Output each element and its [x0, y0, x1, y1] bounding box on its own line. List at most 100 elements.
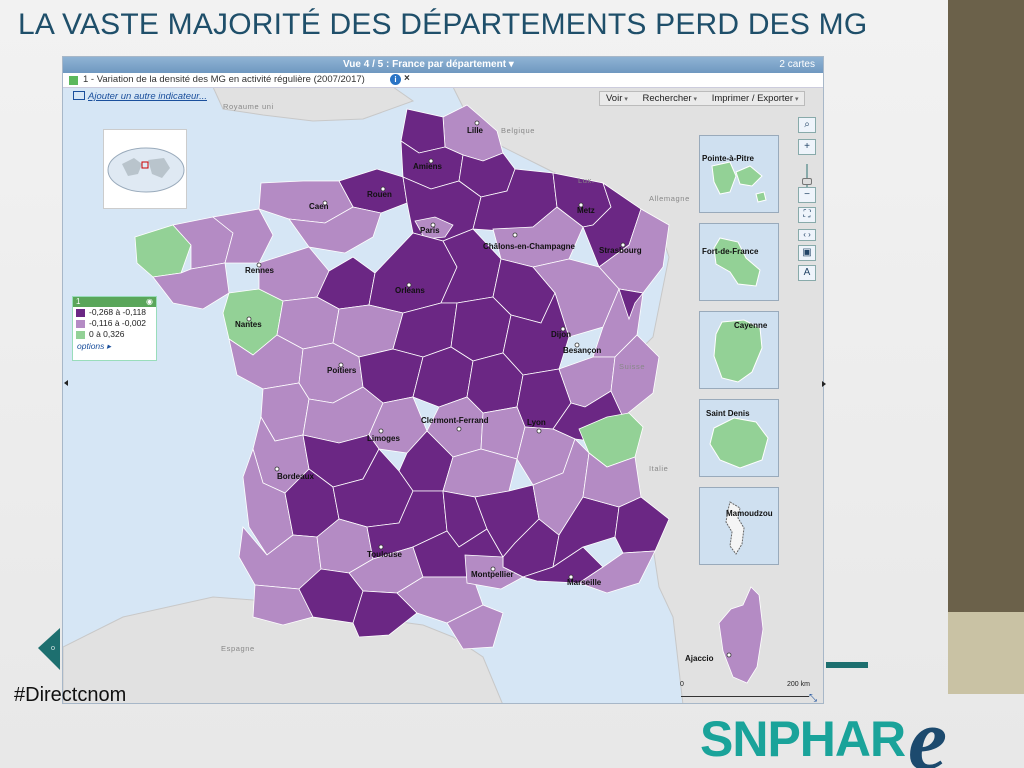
country-label: Italie	[649, 464, 668, 473]
inset-label: Mamoudzou	[726, 509, 773, 518]
view-menu-button[interactable]: Voir	[600, 92, 634, 104]
slide-title: LA VASTE MAJORITÉ DES DÉPARTEMENTS PERD …	[18, 8, 868, 41]
country-label: Suisse	[619, 362, 645, 371]
country-label: Royaume uni	[223, 102, 274, 111]
inset-label: Saint Denis	[706, 409, 750, 418]
zoom-slider-handle[interactable]	[802, 178, 812, 185]
maps-count[interactable]: 2 cartes	[779, 59, 815, 70]
pan-left-arrow-icon[interactable]	[64, 380, 68, 386]
scale-label-min: 0	[680, 681, 684, 688]
legend-swatch	[76, 331, 85, 339]
department	[446, 604, 504, 650]
city-label: Amiens	[413, 162, 442, 171]
zoom-out-button[interactable]: −	[798, 187, 816, 203]
legend-header: 1 ◉	[73, 297, 156, 307]
city-label: Lille	[467, 126, 484, 135]
inset-mayotte[interactable]: Mamoudzou	[699, 487, 779, 565]
legend-item: -0,268 à -0,118	[73, 307, 156, 318]
city-label: Toulouse	[367, 550, 403, 559]
france-map[interactable]: Royaume uni Belgique Lux. Allemagne Suis…	[63, 57, 824, 704]
city-label: Nantes	[235, 320, 262, 329]
department	[288, 206, 382, 254]
city-label: Orléans	[395, 286, 425, 295]
indicator-color-swatch	[69, 76, 78, 85]
select-tool-button[interactable]: ⌕	[798, 117, 816, 133]
info-icon[interactable]: i	[390, 74, 401, 85]
inset-reunion[interactable]: Saint Denis	[699, 399, 779, 477]
city-label: Paris	[420, 226, 440, 235]
pan-right-arrow-icon[interactable]	[822, 381, 826, 387]
camera-icon[interactable]: ▣	[798, 245, 816, 261]
view-selector[interactable]: Vue 4 / 5 : France par département ▾	[343, 59, 514, 70]
legend-item: 0 à 0,326	[73, 329, 156, 340]
indicator-label: 1 - Variation de la densité des MG en ac…	[83, 74, 365, 85]
city-labels: Lille Amiens Rouen Caen Paris Metz Châlo…	[235, 126, 714, 663]
legend-options-link[interactable]: options ▸	[77, 341, 112, 351]
legend-swatch	[76, 309, 85, 317]
city-label: Marseille	[567, 578, 602, 587]
country-label: Belgique	[501, 126, 535, 135]
inset-label: Fort-de-France	[702, 247, 759, 256]
department	[152, 262, 230, 310]
legend-label: -0,116 à -0,002	[89, 318, 147, 328]
add-indicator-icon	[73, 91, 85, 100]
tool-buttons: Voir Rechercher Imprimer / Exporter	[599, 91, 806, 106]
legend-label: -0,268 à -0,118	[89, 307, 147, 317]
department	[618, 288, 644, 321]
city-label: Rennes	[245, 266, 274, 275]
uk-landmass	[212, 86, 415, 122]
legend-item: -0,116 à -0,002	[73, 318, 156, 329]
department	[252, 584, 314, 626]
inset-guyane[interactable]: Cayenne	[699, 311, 779, 389]
city-label: Châlons-en-Champagne	[483, 242, 576, 251]
country-label: Allemagne	[649, 194, 690, 203]
inset-guadeloupe[interactable]: Pointe-à-Pitre	[699, 135, 779, 213]
corsica	[718, 586, 764, 684]
department-group	[134, 104, 670, 650]
world-overview-icon	[107, 147, 185, 193]
department	[464, 554, 524, 590]
city-label: Limoges	[367, 434, 400, 443]
add-indicator-link[interactable]: Ajouter un autre indicateur...	[73, 91, 207, 102]
svg-text:O: O	[51, 646, 55, 652]
full-extent-button[interactable]: ⛶	[798, 207, 816, 223]
overview-map[interactable]	[103, 129, 187, 209]
decorative-light-bar	[948, 612, 1024, 694]
expand-icon[interactable]: ⤡	[809, 693, 817, 704]
city-label: Rouen	[367, 190, 392, 199]
department	[578, 550, 656, 594]
city-label: Clermont-Ferrand	[421, 416, 489, 425]
city-label: Poitiers	[327, 366, 357, 375]
close-icon[interactable]: ×	[404, 73, 410, 84]
snphar-logo-text: SNPHAR	[700, 711, 906, 767]
scale-label-max: 200 km	[787, 681, 810, 688]
city-label: Dijon	[551, 330, 571, 339]
app-title-bar: Vue 4 / 5 : France par département ▾ 2 c…	[63, 57, 823, 73]
scale-bar	[681, 689, 809, 697]
decorative-olive-bar	[948, 0, 1024, 612]
country-label: Espagne	[221, 644, 255, 653]
print-export-menu-button[interactable]: Imprimer / Exporter	[706, 92, 805, 104]
indicator-row: 1 - Variation de la densité des MG en ac…	[63, 73, 823, 88]
city-label: Lyon	[527, 418, 546, 427]
eye-icon[interactable]: ◉	[146, 297, 153, 306]
search-menu-button[interactable]: Rechercher	[636, 92, 703, 104]
city-label: Ajaccio	[685, 654, 714, 663]
decorative-dash	[826, 662, 868, 668]
city-label: Montpellier	[471, 570, 514, 579]
city-label: Strasbourg	[599, 246, 642, 255]
inset-label: Cayenne	[734, 321, 768, 330]
inset-martinique[interactable]: Fort-de-France	[699, 223, 779, 301]
history-arrows-button[interactable]: ‹ ›	[798, 229, 816, 241]
map-application: Royaume uni Belgique Lux. Allemagne Suis…	[62, 56, 824, 704]
legend-label: 0 à 0,326	[89, 329, 125, 339]
legend-swatch	[76, 320, 85, 328]
label-toggle-icon[interactable]: A	[798, 265, 816, 281]
add-indicator-label: Ajouter un autre indicateur...	[88, 91, 207, 102]
city-label: Caen	[309, 202, 329, 211]
country-label: Lux.	[578, 176, 595, 185]
zoom-in-button[interactable]: +	[798, 139, 816, 155]
city-markers	[246, 120, 732, 658]
map-legend: 1 ◉ -0,268 à -0,118 -0,116 à -0,002 0 à 0…	[72, 296, 157, 361]
cnom-logo: O	[38, 628, 60, 670]
